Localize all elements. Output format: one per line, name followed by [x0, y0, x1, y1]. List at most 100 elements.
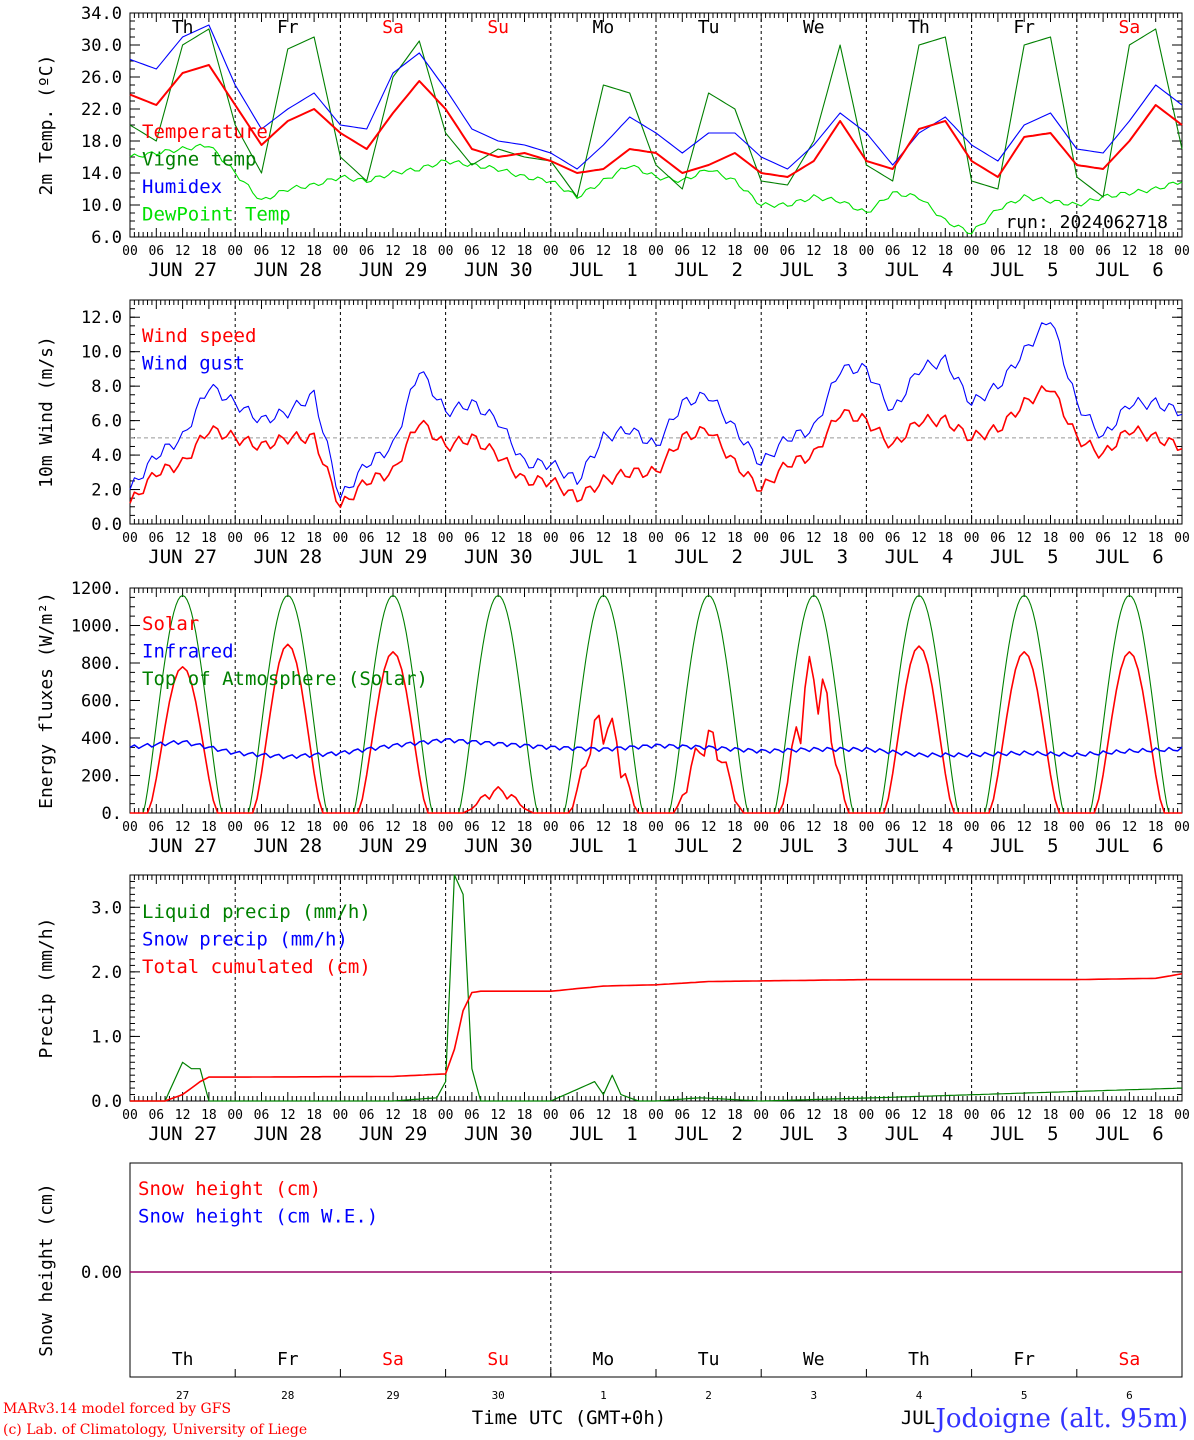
hour-tick-label: 12 [385, 820, 401, 835]
y-tick-label: 34.0 [81, 4, 122, 24]
legend-entry: Vigne temp [142, 149, 256, 171]
hour-tick-label: 18 [517, 820, 533, 835]
hour-tick-label: 06 [1095, 820, 1111, 835]
month-label: JUL [901, 1407, 935, 1429]
hour-tick-label: 06 [359, 244, 375, 259]
hour-tick-label: 18 [306, 1108, 322, 1123]
hour-tick-label: 06 [359, 1108, 375, 1123]
hour-tick-label: 06 [990, 531, 1006, 546]
date-label: JUN 29 [359, 259, 428, 281]
hour-tick-label: 00 [648, 244, 664, 259]
hour-tick-label: 00 [859, 820, 875, 835]
y-axis-label: 10m Wind (m/s) [36, 336, 57, 488]
hour-tick-label: 12 [806, 531, 822, 546]
hour-tick-label: 18 [832, 244, 848, 259]
hour-tick-label: 00 [859, 531, 875, 546]
hour-tick-label: 12 [1016, 1108, 1032, 1123]
day-number-label: 6 [1126, 1389, 1133, 1402]
hour-tick-label: 00 [333, 820, 349, 835]
hour-tick-label: 18 [937, 820, 953, 835]
hour-tick-label: 18 [937, 531, 953, 546]
hour-tick-label: 18 [1043, 531, 1059, 546]
hour-tick-label: 00 [227, 244, 243, 259]
date-label: JUL 4 [885, 259, 954, 281]
date-label: JUL 2 [674, 259, 743, 281]
hour-tick-label: 12 [806, 244, 822, 259]
date-label: JUL 6 [1095, 1123, 1164, 1145]
hour-tick-label: 12 [385, 1108, 401, 1123]
hour-tick-label: 00 [438, 1108, 454, 1123]
date-label: JUN 29 [359, 835, 428, 857]
y-axis-label: 2m Temp. (ºC) [36, 55, 57, 196]
hour-tick-label: 12 [490, 531, 506, 546]
day-of-week-label: Sa [382, 17, 404, 38]
day-of-week-label: Fr [277, 17, 299, 38]
hour-tick-label: 00 [438, 820, 454, 835]
hour-tick-label: 12 [175, 1108, 191, 1123]
panel-frame [129, 587, 1183, 814]
hour-tick-label: 12 [596, 531, 612, 546]
date-label: JUN 27 [148, 1123, 217, 1145]
y-tick-label: 1000. [71, 617, 122, 637]
day-number-label: 3 [810, 1389, 817, 1402]
hour-tick-label: 18 [622, 820, 638, 835]
hour-tick-label: 00 [964, 820, 980, 835]
y-tick-label: 10.0 [81, 343, 122, 363]
y-tick-label: 400. [81, 729, 122, 749]
hour-tick-label: 12 [175, 820, 191, 835]
day-of-week-label: Su [487, 17, 509, 38]
hour-tick-label: 06 [359, 531, 375, 546]
hour-tick-label: 00 [753, 244, 769, 259]
hour-tick-label: 12 [911, 244, 927, 259]
hour-tick-label: 06 [148, 244, 164, 259]
hour-tick-label: 00 [333, 1108, 349, 1123]
hour-tick-label: 12 [490, 1108, 506, 1123]
y-axis-label: Precip (mm/h) [36, 918, 57, 1059]
hour-tick-label: 18 [937, 1108, 953, 1123]
hour-tick-label: 18 [1043, 820, 1059, 835]
hour-tick-label: 06 [780, 244, 796, 259]
y-tick-label: 600. [81, 692, 122, 712]
hour-tick-label: 00 [1069, 531, 1085, 546]
legend-entry: Snow height (cm) [138, 1178, 321, 1200]
date-label: JUL 2 [674, 835, 743, 857]
hour-tick-label: 18 [622, 1108, 638, 1123]
date-label: JUN 29 [359, 546, 428, 568]
hour-tick-label: 18 [727, 820, 743, 835]
hour-tick-label: 00 [543, 1108, 559, 1123]
hour-tick-label: 00 [438, 531, 454, 546]
hour-tick-label: 18 [622, 531, 638, 546]
hour-tick-label: 18 [1148, 1108, 1164, 1123]
y-tick-label: 30.0 [81, 36, 122, 56]
date-label: JUN 30 [464, 1123, 533, 1145]
y-tick-label: 2.0 [91, 481, 122, 501]
hour-tick-label: 06 [674, 531, 690, 546]
hour-tick-label: 06 [464, 531, 480, 546]
hour-tick-label: 12 [1122, 820, 1138, 835]
hour-tick-label: 12 [596, 1108, 612, 1123]
hour-tick-label: 18 [201, 820, 217, 835]
day-of-week-label: Fr [277, 1349, 299, 1370]
date-label: JUL 1 [569, 1123, 638, 1145]
day-of-week-label: Fr [1013, 1349, 1035, 1370]
day-number-label: 30 [492, 1389, 505, 1402]
legend-entry: Wind speed [142, 325, 256, 347]
hour-tick-label: 18 [1043, 244, 1059, 259]
hour-tick-label: 18 [411, 244, 427, 259]
hour-tick-label: 00 [859, 244, 875, 259]
y-tick-label: 12.0 [81, 308, 122, 328]
hour-tick-label: 18 [1148, 244, 1164, 259]
y-tick-label: 2.0 [91, 963, 122, 983]
hour-tick-label: 12 [701, 820, 717, 835]
hour-tick-label: 06 [569, 820, 585, 835]
hour-tick-label: 12 [490, 244, 506, 259]
day-of-week-label: Mo [593, 1349, 615, 1370]
hour-tick-label: 00 [753, 531, 769, 546]
day-of-week-label: Sa [1119, 1349, 1141, 1370]
hour-tick-label: 00 [543, 244, 559, 259]
hour-tick-label: 12 [1122, 244, 1138, 259]
date-label: JUL 3 [779, 835, 848, 857]
y-tick-label: 1.0 [91, 1027, 122, 1047]
hour-tick-label: 18 [622, 244, 638, 259]
hour-tick-label: 12 [280, 820, 296, 835]
